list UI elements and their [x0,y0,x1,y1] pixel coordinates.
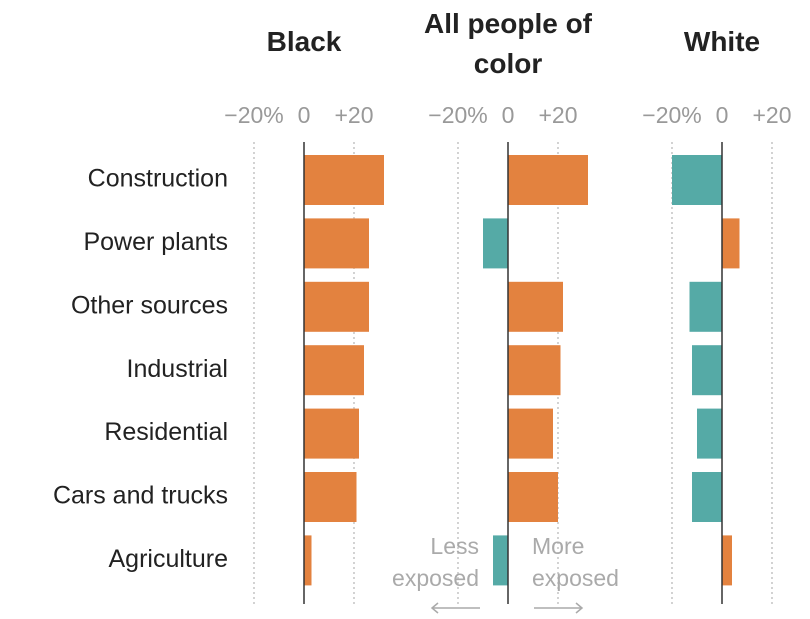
bar [508,281,563,332]
bar [692,472,722,522]
bar [689,281,722,332]
bar [304,472,357,522]
category-label: Industrial [127,355,228,383]
bar [304,155,384,205]
category-label: Power plants [83,228,228,256]
x-tick-label: −20% [642,102,701,128]
bar [508,408,553,459]
arrow [534,602,584,614]
bar [672,155,722,205]
bar [304,535,312,586]
bar [508,472,558,522]
bar [508,345,561,396]
annotation: exposed [532,565,619,591]
bar [692,345,722,396]
bar [483,218,508,269]
annotation: More [532,533,584,559]
bar [493,535,508,586]
bar [304,218,369,269]
x-tick-label: −20% [428,102,487,128]
panel-title: White [683,26,761,57]
x-tick-label: +20 [334,102,373,128]
x-tick-label: 0 [716,102,729,128]
panel-title: All people of color [424,8,592,79]
x-tick-label: 0 [298,102,311,128]
bar [722,535,732,586]
x-tick-label: 0 [502,102,515,128]
arrow [430,602,480,614]
category-label: Cars and trucks [53,482,228,510]
category-label: Residential [104,418,228,446]
category-label: Other sources [71,291,228,319]
bar [722,218,740,269]
x-tick-label: +20 [752,102,791,128]
x-tick-label: −20% [224,102,283,128]
category-label: Construction [88,165,228,193]
bar [697,408,722,459]
annotation: exposed [392,565,479,591]
panel-title: Black [266,26,342,57]
bar [304,345,364,396]
bar [508,155,588,205]
bar [304,408,359,459]
bar [304,281,369,332]
category-label: Agriculture [109,545,229,573]
x-tick-label: +20 [538,102,577,128]
annotation: Less [430,533,479,559]
